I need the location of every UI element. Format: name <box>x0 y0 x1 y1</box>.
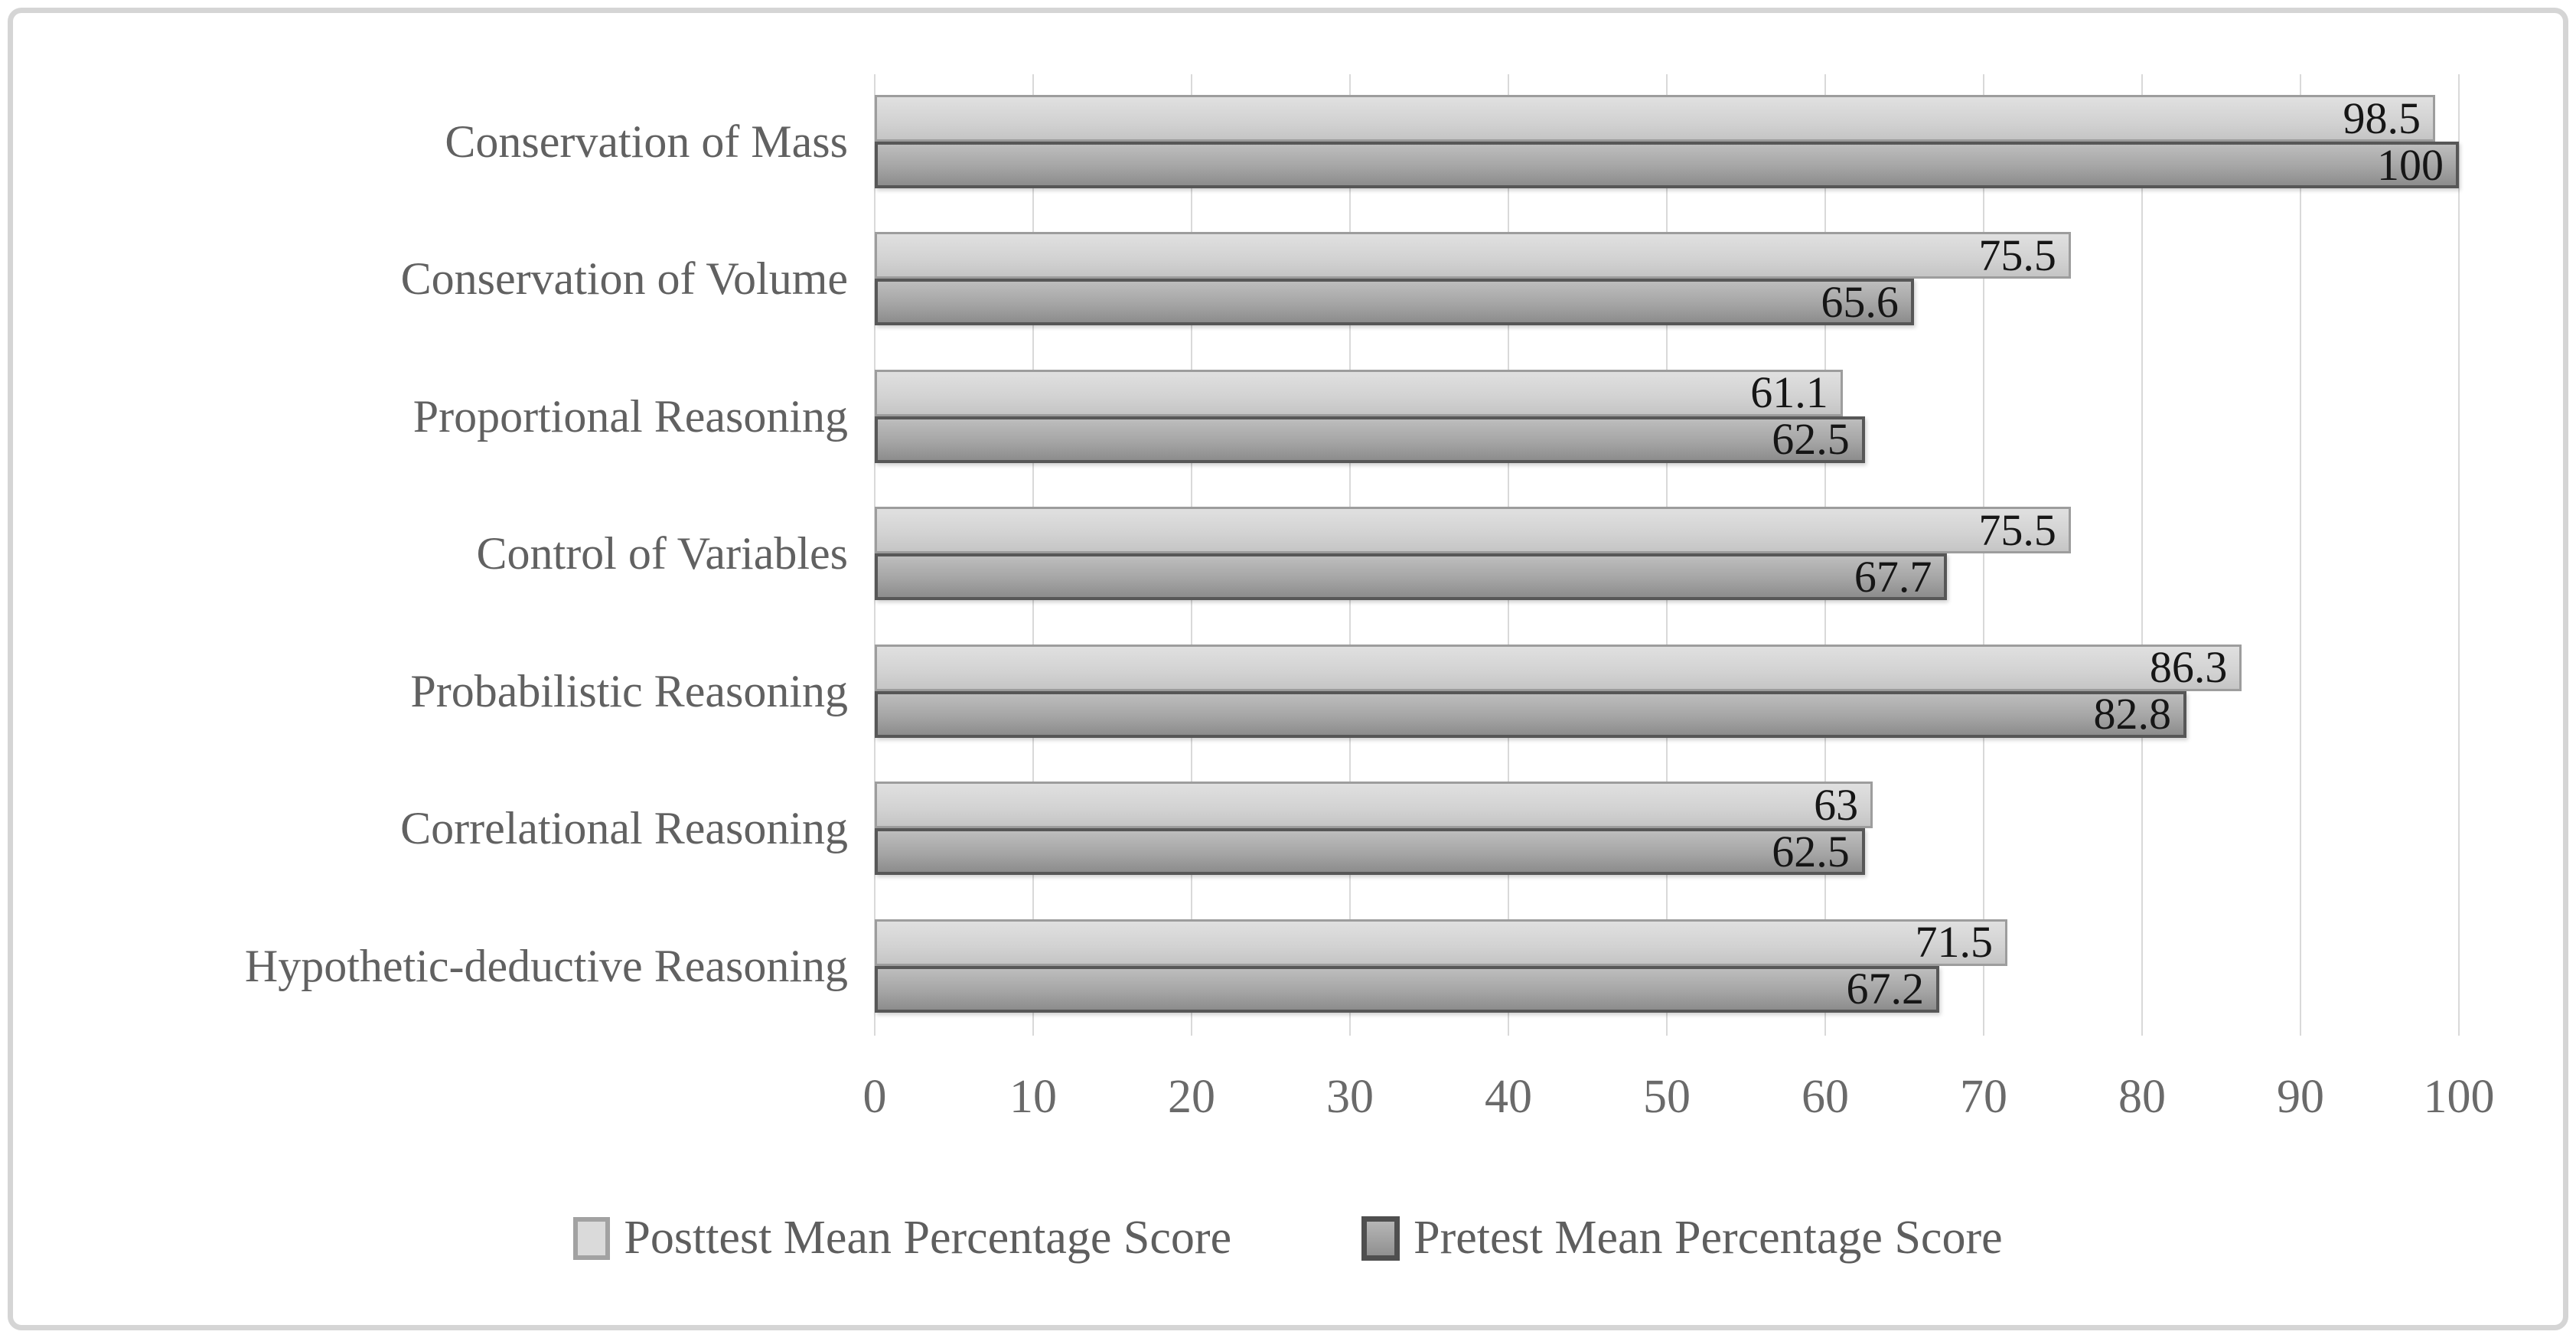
legend-item-posttest: Posttest Mean Percentage Score <box>573 1211 1231 1265</box>
category-label: Hypothetic-deductive Reasoning <box>244 940 848 991</box>
category-label: Control of Variables <box>476 528 848 579</box>
legend-item-pretest: Pretest Mean Percentage Score <box>1361 1211 2003 1265</box>
category-label: Conservation of Mass <box>445 116 848 167</box>
posttest-swatch-icon <box>573 1216 611 1260</box>
bar-value-label: 75.5 <box>1978 504 2056 555</box>
category-label: Proportional Reasoning <box>412 390 848 442</box>
bar-value-label: 62.5 <box>1772 414 1850 465</box>
bar-pretest: 82.8 <box>875 689 2186 739</box>
x-tick-label: 20 <box>1168 1071 1215 1123</box>
x-tick-label: 80 <box>2118 1071 2166 1123</box>
category-label: Conservation of Volume <box>400 253 848 305</box>
x-tick-label: 0 <box>862 1071 887 1123</box>
x-tick-label: 90 <box>2277 1071 2324 1123</box>
category-label: Correlational Reasoning <box>400 803 848 854</box>
bar-pretest: 67.7 <box>875 551 1948 602</box>
bar-value-label: 71.5 <box>1915 917 1994 968</box>
bar-value-label: 67.7 <box>1854 551 1932 602</box>
gridline <box>2141 74 2143 1036</box>
gridline <box>2300 74 2301 1036</box>
bar-pretest: 100 <box>875 142 2459 188</box>
bar-posttest: 71.5 <box>875 917 2008 968</box>
category-label: Probabilistic Reasoning <box>410 665 848 716</box>
bar-pretest: 65.6 <box>875 276 1914 327</box>
bar-value-label: 67.2 <box>1846 964 1925 1014</box>
bar-value-label: 75.5 <box>1978 230 2056 280</box>
bar-posttest: 86.3 <box>875 642 2242 693</box>
x-tick-label: 30 <box>1326 1071 1374 1123</box>
bar-value-label: 82.8 <box>2093 689 2171 739</box>
bar-posttest: 75.5 <box>875 504 2071 555</box>
bar-value-label: 63 <box>1814 779 1859 830</box>
legend: Posttest Mean Percentage Score Pretest M… <box>0 1211 2576 1265</box>
legend-label-pretest: Pretest Mean Percentage Score <box>1414 1212 2003 1264</box>
bar-pretest: 62.5 <box>875 416 1865 463</box>
bar-posttest: 98.5 <box>875 95 2435 142</box>
x-tick-label: 50 <box>1643 1071 1691 1123</box>
x-tick-label: 40 <box>1485 1071 1532 1123</box>
bar-value-label: 98.5 <box>2343 93 2421 143</box>
gridline <box>1983 74 1984 1036</box>
bar-posttest: 75.5 <box>875 232 2071 279</box>
bar-posttest: 63 <box>875 779 1873 830</box>
bar-posttest: 61.1 <box>875 367 1843 418</box>
bar-value-label: 62.5 <box>1772 826 1850 876</box>
x-tick-label: 60 <box>1802 1071 1849 1123</box>
bar-value-label: 65.6 <box>1821 276 1899 327</box>
bar-pretest: 67.2 <box>875 964 1940 1014</box>
x-tick-label: 100 <box>2423 1071 2495 1123</box>
legend-label-posttest: Posttest Mean Percentage Score <box>624 1212 1232 1264</box>
x-tick-label: 10 <box>1009 1071 1057 1123</box>
pretest-swatch-icon <box>1361 1216 1400 1261</box>
x-tick-label: 70 <box>1960 1071 2007 1123</box>
bar-value-label: 61.1 <box>1750 367 1828 418</box>
bar-value-label: 100 <box>2377 139 2444 190</box>
bar-value-label: 86.3 <box>2149 642 2228 693</box>
plot-area: 98.5 100 75.5 65.6 61.1 62.5 75.5 67.7 86.3 82.8 6… <box>874 74 2460 1036</box>
gridline <box>2458 74 2460 1036</box>
bar-pretest: 62.5 <box>875 826 1865 876</box>
